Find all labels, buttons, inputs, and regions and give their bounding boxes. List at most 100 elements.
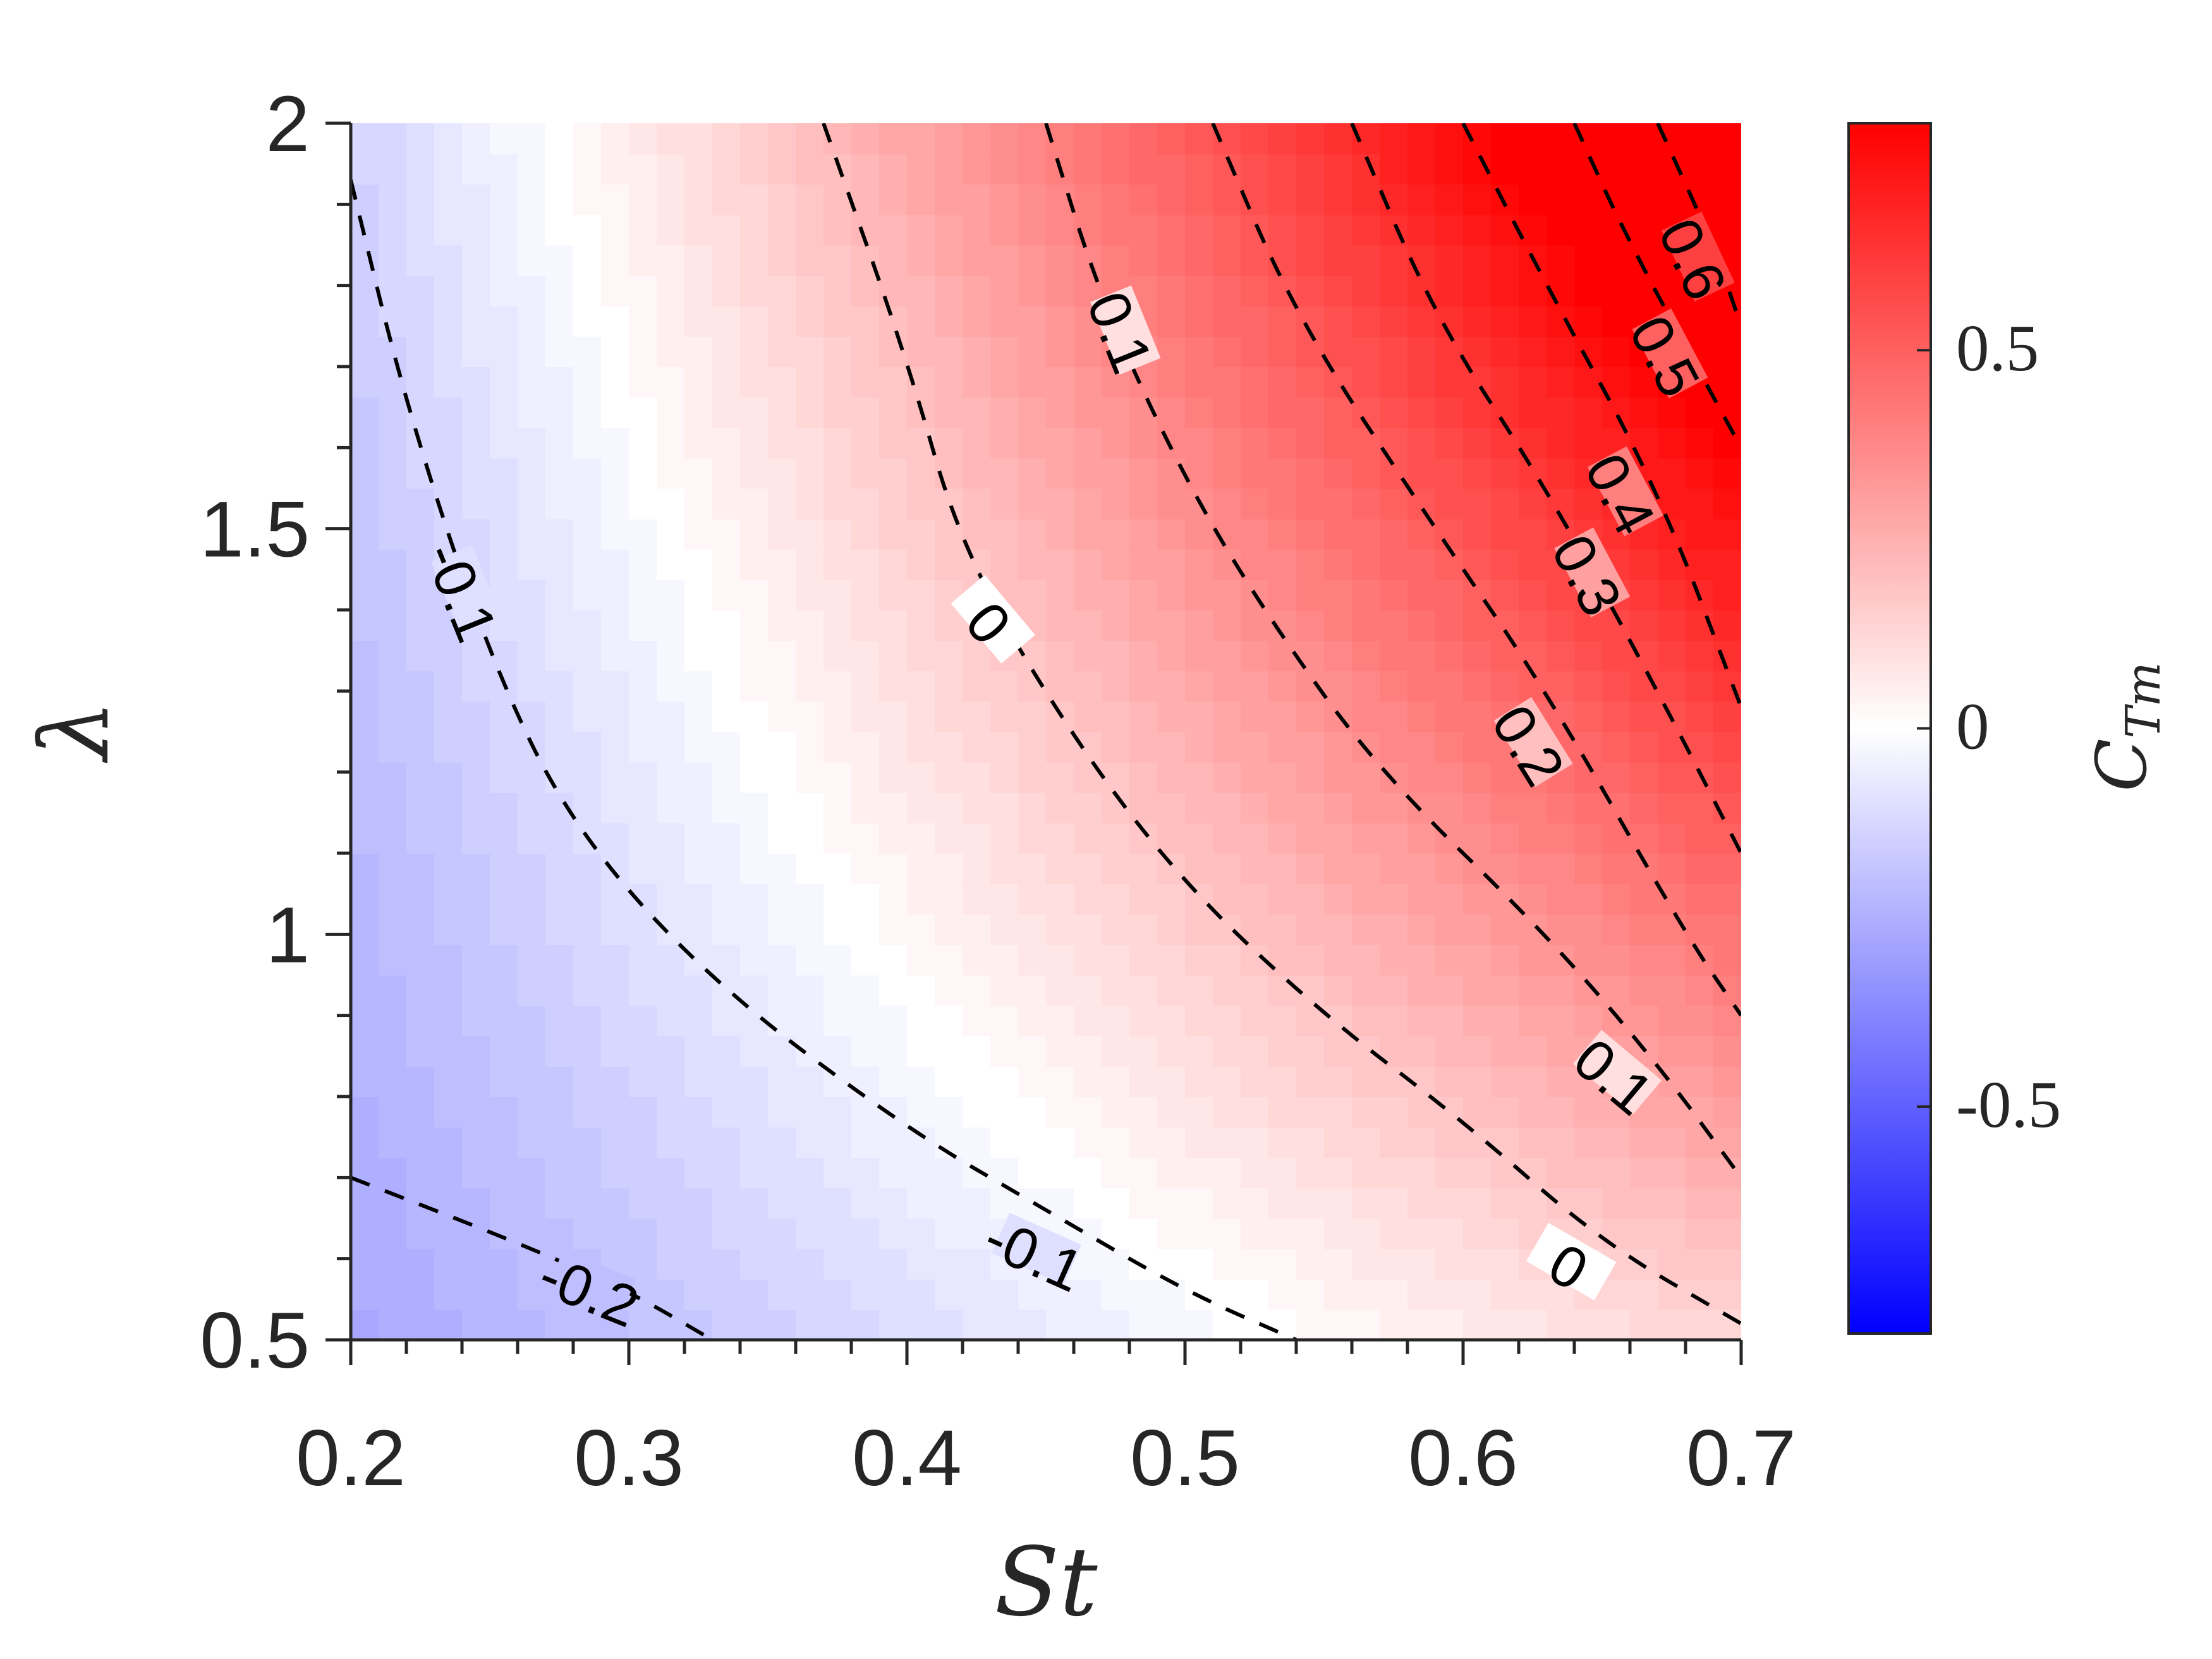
heatmap-cell [1547, 884, 1575, 915]
heatmap-cell [1380, 671, 1408, 702]
heatmap-cell [879, 1309, 908, 1340]
heatmap-cell [1046, 427, 1074, 459]
heatmap-cell [351, 671, 379, 702]
heatmap-cell [1547, 367, 1575, 398]
heatmap-cell [629, 305, 657, 337]
heatmap-cell [573, 518, 602, 550]
heatmap-cell [490, 336, 518, 367]
heatmap-cell [434, 427, 463, 459]
heatmap-cell [1435, 1066, 1464, 1097]
heatmap-cell [1574, 731, 1603, 763]
heatmap-cell [684, 914, 713, 945]
heatmap-cell [907, 822, 935, 854]
heatmap-cell [462, 853, 490, 885]
heatmap-cell [1268, 914, 1297, 945]
heatmap-cell [1352, 245, 1380, 276]
heatmap-cell [601, 914, 629, 945]
heatmap-cell [1157, 1188, 1186, 1219]
heatmap-cell [518, 549, 546, 580]
heatmap-cell [1324, 1127, 1352, 1158]
heatmap-cell [629, 1127, 657, 1158]
heatmap-cell [1463, 518, 1492, 550]
heatmap-cell [740, 762, 769, 793]
heatmap-cell [879, 305, 908, 337]
heatmap-cell [545, 975, 574, 1006]
heatmap-cell [1018, 944, 1047, 976]
heatmap-cell [1129, 853, 1158, 885]
heatmap-cell [1018, 1279, 1047, 1310]
heatmap-cell [462, 762, 490, 793]
heatmap-cell [740, 822, 769, 854]
heatmap-cell [1380, 1127, 1408, 1158]
heatmap-cell [462, 701, 490, 732]
heatmap-cell [1380, 1066, 1408, 1097]
heatmap-cell [1213, 701, 1241, 732]
heatmap-cell [1491, 275, 1519, 307]
heatmap-cell [740, 1035, 769, 1067]
heatmap-cell [1157, 792, 1186, 823]
heatmap-cell [851, 305, 880, 337]
heatmap-cell [351, 1248, 379, 1280]
heatmap-cell [712, 1309, 741, 1340]
y-ticks: 0.511.52 [200, 80, 351, 1385]
heatmap-cell [1352, 123, 1380, 155]
heatmap-cell [684, 671, 713, 702]
heatmap-cell [1296, 1127, 1325, 1158]
heatmap-cell [1241, 1218, 1269, 1249]
heatmap-cell [406, 123, 435, 155]
heatmap-cell [601, 792, 629, 823]
heatmap-cell [1658, 1035, 1686, 1067]
heatmap-cell [351, 275, 379, 307]
heatmap-cell [1157, 367, 1186, 398]
y-tick-label: 1.5 [200, 486, 310, 574]
heatmap-cell [907, 1005, 935, 1036]
heatmap-cell [796, 914, 824, 945]
heatmap-cell [768, 1188, 796, 1219]
heatmap-cell [1102, 1309, 1130, 1340]
heatmap-cell [1352, 214, 1380, 246]
heatmap-cell [851, 975, 880, 1006]
heatmap-cell [518, 518, 546, 550]
heatmap-cell [545, 1005, 574, 1036]
heatmap-field [351, 123, 1741, 1340]
heatmap-cell [1713, 884, 1741, 915]
heatmap-cell [1713, 1279, 1741, 1310]
heatmap-cell [796, 184, 824, 216]
heatmap-cell [601, 762, 629, 793]
heatmap-cell [851, 458, 880, 489]
heatmap-cell [1018, 884, 1047, 915]
heatmap-cell [1018, 275, 1047, 307]
heatmap-cell [879, 275, 908, 307]
heatmap-cell [907, 458, 935, 489]
heatmap-cell [990, 975, 1019, 1006]
heatmap-cell [684, 1005, 713, 1036]
heatmap-cell [1630, 1188, 1658, 1219]
heatmap-cell [684, 975, 713, 1006]
heatmap-cell [935, 762, 963, 793]
heatmap-cell [351, 367, 379, 398]
heatmap-cell [1686, 488, 1714, 520]
heatmap-cell [963, 367, 991, 398]
x-tick-label: 0.3 [574, 1414, 684, 1502]
heatmap-cell [1018, 458, 1047, 489]
heatmap-cell [1352, 1279, 1380, 1310]
heatmap-cell [1213, 1005, 1241, 1036]
heatmap-cell [1713, 367, 1741, 398]
heatmap-cell [823, 1157, 852, 1189]
heatmap-cell [1407, 1218, 1436, 1249]
heatmap-cell [907, 184, 935, 216]
heatmap-cell [1491, 1066, 1519, 1097]
heatmap-cell [434, 701, 463, 732]
contour-label-bg [1554, 527, 1631, 617]
heatmap-cell [657, 914, 685, 945]
heatmap-cell [1185, 792, 1213, 823]
heatmap-cell [1686, 1066, 1714, 1097]
heatmap-cell [1713, 1127, 1741, 1158]
heatmap-cell [935, 427, 963, 459]
heatmap-cell [1129, 944, 1158, 976]
heatmap-cell [629, 518, 657, 550]
heatmap-cell [351, 458, 379, 489]
heatmap-cell [462, 397, 490, 428]
heatmap-cell [935, 792, 963, 823]
heatmap-cell [1102, 488, 1130, 520]
